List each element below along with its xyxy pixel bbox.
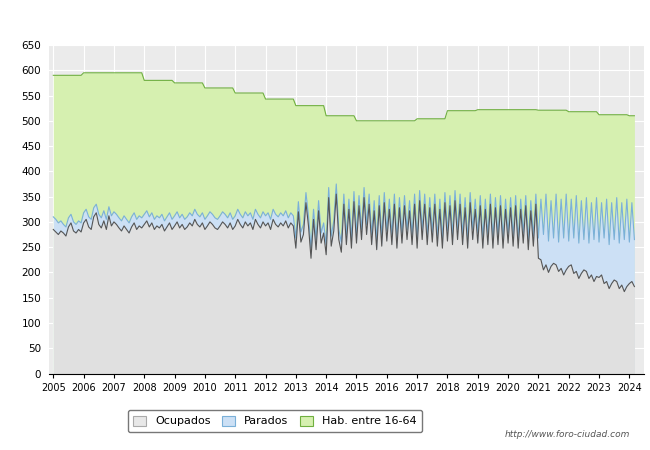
Text: Torre Alháquime - Evolucion de la poblacion en edad de Trabajar Mayo de 2024: Torre Alháquime - Evolucion de la poblac…: [29, 13, 621, 26]
Legend: Ocupados, Parados, Hab. entre 16-64: Ocupados, Parados, Hab. entre 16-64: [127, 410, 422, 432]
Text: http://www.foro-ciudad.com: http://www.foro-ciudad.com: [505, 430, 630, 439]
